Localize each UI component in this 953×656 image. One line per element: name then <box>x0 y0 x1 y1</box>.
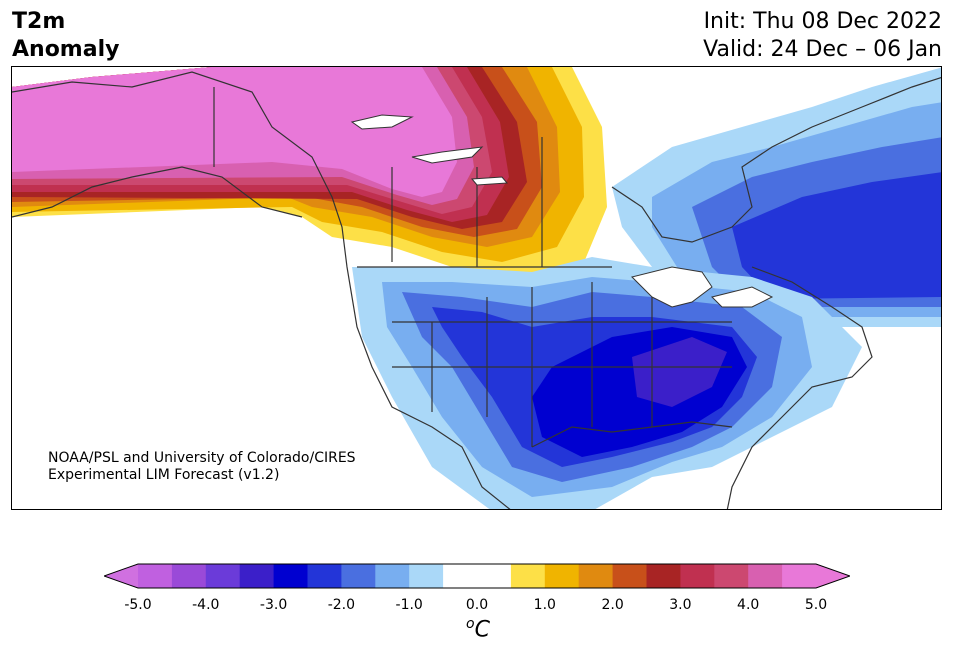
colorbar-tick-label: -1.0 <box>395 597 423 613</box>
colorbar-tick-label: -5.0 <box>124 597 152 613</box>
colorbar-swatch <box>171 564 207 588</box>
unit-superscript: o <box>466 616 475 632</box>
colorbar-swatch <box>646 564 681 588</box>
colorbar-swatch <box>307 564 342 588</box>
date-info: Init: Thu 08 Dec 2022 Valid: 24 Dec – 06… <box>703 8 942 64</box>
colorbar-swatch <box>782 564 817 588</box>
colorbar-swatch <box>578 564 614 588</box>
title-line-2: Anomaly <box>12 37 120 62</box>
colorbar-under-arrow <box>104 564 138 588</box>
cold-anomaly-us <box>352 257 862 509</box>
colorbar-swatch <box>239 564 275 588</box>
cold-anomaly-canada <box>612 67 941 327</box>
colorbar-swatch <box>477 564 512 588</box>
colorbar-over-arrow <box>816 564 850 588</box>
init-date: Init: Thu 08 Dec 2022 <box>703 9 942 34</box>
colorbar-swatch <box>748 564 783 588</box>
valid-range: Valid: 24 Dec – 06 Jan <box>703 37 942 62</box>
credit-line-2: Experimental LIM Forecast (v1.2) <box>48 467 280 483</box>
lakes <box>350 114 774 308</box>
colorbar <box>104 563 850 589</box>
map-graphic <box>12 67 941 509</box>
colorbar-tick-label: -3.0 <box>259 597 288 613</box>
unit-letter: C <box>474 617 490 643</box>
colorbar-swatch <box>680 564 715 588</box>
anomaly-map <box>11 66 942 510</box>
colorbar-tick-label: 5.0 <box>804 597 828 613</box>
colorbar-tick-label: 0.0 <box>465 597 489 613</box>
colorbar-unit: oC <box>466 616 490 642</box>
colorbar-swatch <box>443 564 478 588</box>
colorbar-swatch <box>714 564 749 588</box>
colorbar-swatch <box>409 564 444 588</box>
colorbar-tick-label: -4.0 <box>192 597 220 613</box>
colorbar-tick-label: 2.0 <box>601 597 624 613</box>
colorbar-swatch <box>341 564 376 588</box>
colorbar-swatches <box>138 564 817 588</box>
warm-anomaly-region <box>12 67 607 277</box>
colorbar-tick-label: 1.0 <box>533 597 556 613</box>
colorbar-swatch <box>612 564 647 588</box>
colorbar-swatch <box>205 564 241 588</box>
colorbar-swatch <box>375 564 410 588</box>
colorbar-swatch <box>138 564 173 588</box>
colorbar-tick-label: 3.0 <box>669 597 692 613</box>
title-line-1: T2m <box>12 9 66 34</box>
colorbar-swatch <box>544 564 580 588</box>
colorbar-swatch <box>510 564 546 588</box>
map-title: T2m Anomaly <box>12 8 119 64</box>
credit-line-1: NOAA/PSL and University of Colorado/CIRE… <box>48 450 356 466</box>
colorbar-outline <box>104 563 850 589</box>
colorbar-tick-label: 4.0 <box>737 597 760 613</box>
colorbar-tick-label: -2.0 <box>327 597 356 613</box>
credit-block: NOAA/PSL and University of Colorado/CIRE… <box>48 450 356 484</box>
colorbar-swatch <box>273 564 308 588</box>
